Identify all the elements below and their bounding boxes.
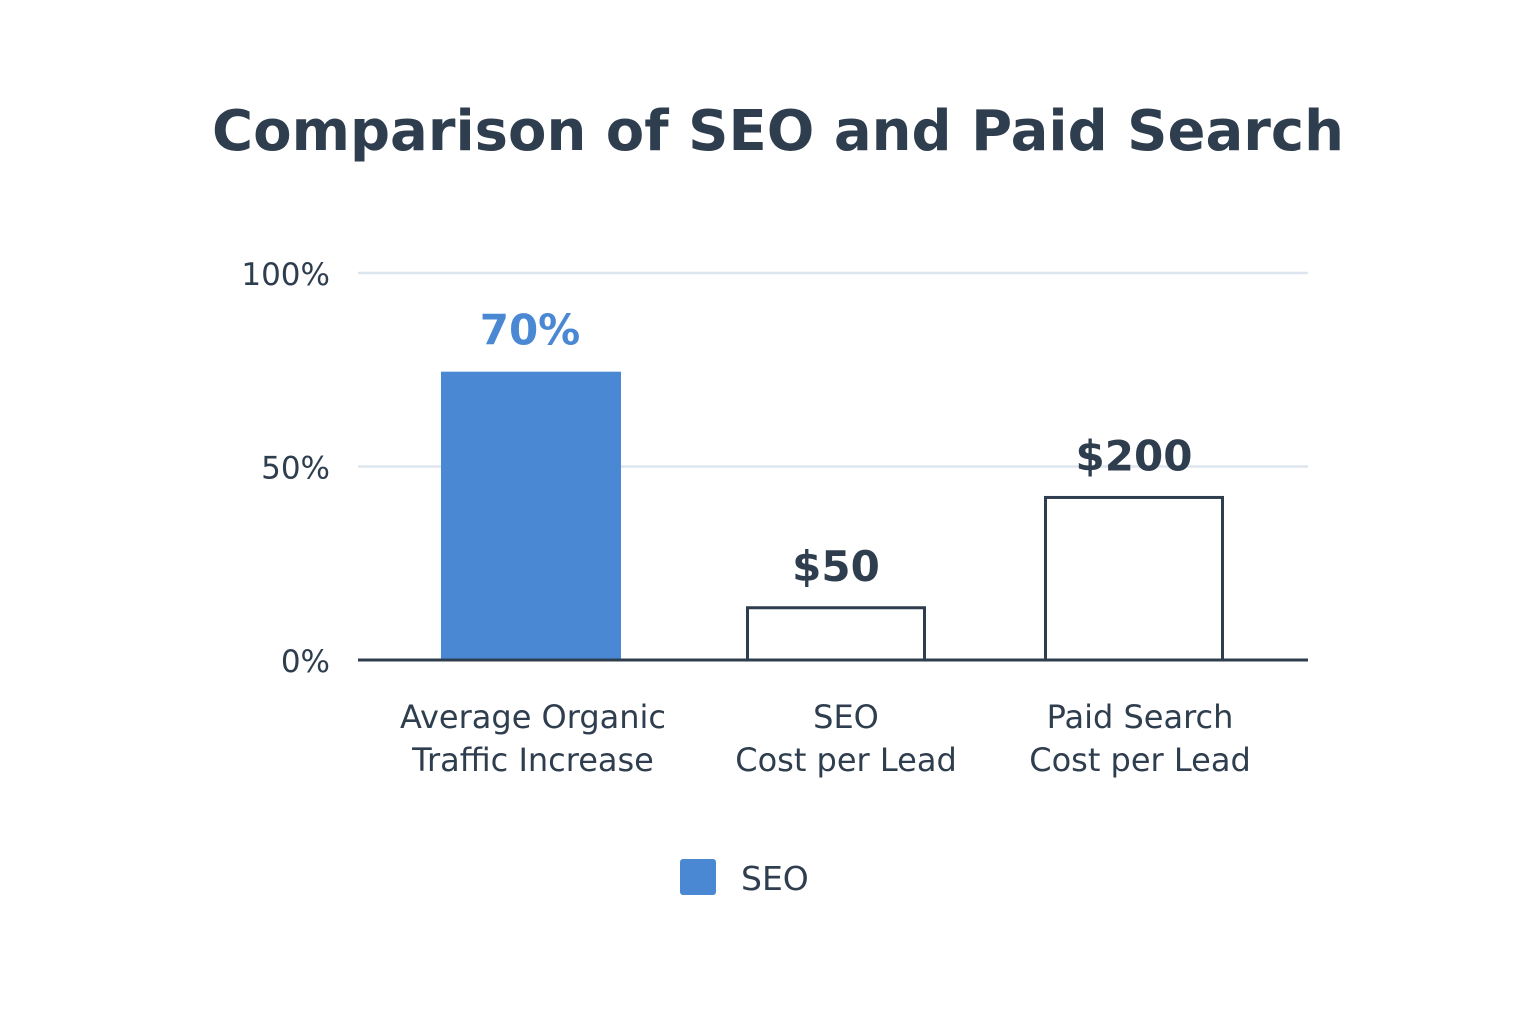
bar-value-label: $200 <box>1076 431 1193 480</box>
bars: 70% $50 $200 <box>441 306 1224 662</box>
x-category-label: Average Organic <box>400 698 666 736</box>
bar <box>441 371 621 660</box>
bar <box>1044 495 1224 662</box>
x-category-label: SEO <box>813 698 879 736</box>
y-axis-tick-labels: 0% 50% 100% <box>241 257 330 680</box>
legend: SEO <box>680 859 809 898</box>
x-axis-category-labels: Average Organic Traffic Increase SEO Cost p… <box>400 698 1251 779</box>
chart-title: Comparison of SEO and Paid Search <box>212 99 1344 164</box>
x-category-label: Traffic Increase <box>411 741 654 779</box>
bar-value-label: $50 <box>792 542 880 591</box>
x-category-label: Cost per Lead <box>735 741 957 779</box>
bar <box>746 606 926 662</box>
y-tick-label: 50% <box>261 451 330 487</box>
x-category-label: Cost per Lead <box>1029 741 1251 779</box>
legend-label: SEO <box>741 859 809 898</box>
legend-swatch <box>680 859 716 895</box>
x-category-label: Paid Search <box>1047 698 1234 736</box>
y-tick-label: 100% <box>241 257 330 293</box>
bar-value-label: 70% <box>480 306 581 355</box>
y-tick-label: 0% <box>281 644 330 680</box>
